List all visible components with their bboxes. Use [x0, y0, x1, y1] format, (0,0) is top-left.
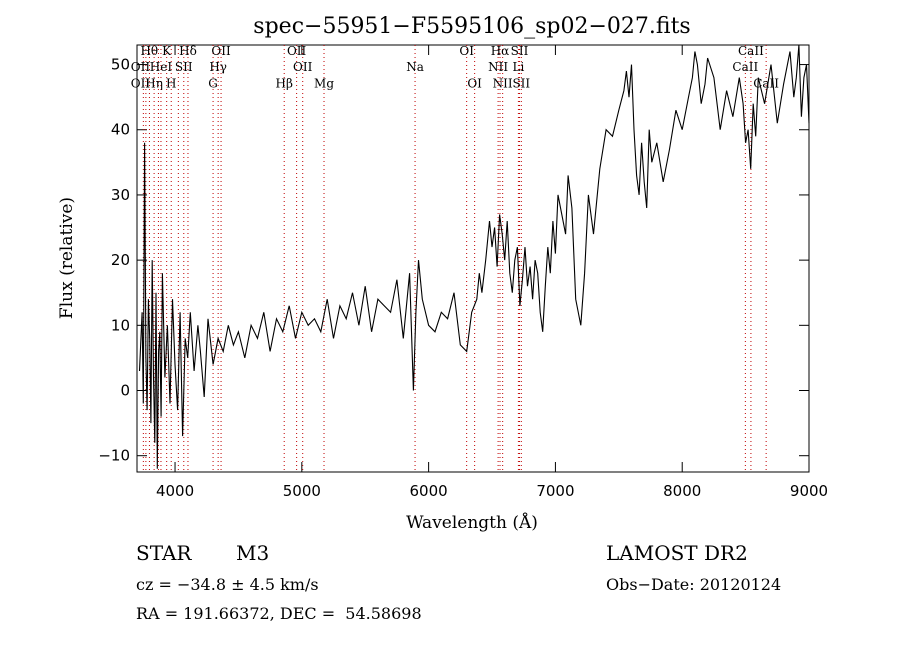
- object-subclass: M3: [236, 541, 270, 565]
- object-type: STAR: [136, 541, 192, 565]
- x-tick-label: 9000: [790, 482, 828, 500]
- line-label: Hβ: [276, 76, 293, 90]
- line-label: NII: [488, 60, 508, 74]
- y-tick-label: 50: [111, 56, 130, 74]
- line-label: Na: [406, 60, 424, 74]
- x-tick-label: 5000: [283, 482, 321, 500]
- axis-ticks: 4000 5000 6000 7000 8000 9000 −10 0 10 20 30 40 50: [98, 45, 828, 500]
- y-tick-label: 10: [111, 316, 130, 334]
- x-tick-label: 4000: [156, 482, 194, 500]
- line-label: Hα: [491, 44, 510, 58]
- observation-date: Obs−Date: 20120124: [606, 575, 782, 594]
- survey-name: LAMOST DR2: [606, 541, 748, 565]
- x-tick-label: 8000: [663, 482, 701, 500]
- line-label: SII: [511, 44, 529, 58]
- line-label: OI: [459, 44, 474, 58]
- series-group: [138, 44, 810, 469]
- line-label: Hδ: [179, 44, 197, 58]
- line-label: OII: [131, 76, 151, 90]
- y-tick-label: −10: [98, 447, 130, 465]
- line-label: Mg: [314, 76, 334, 90]
- line-markers: [142, 45, 767, 472]
- chart-title: spec−55951−F5595106_sp02−027.fits: [253, 14, 690, 39]
- x-tick-label: 6000: [410, 482, 448, 500]
- line-label: SII: [175, 60, 193, 74]
- line-label: OII: [287, 44, 307, 58]
- line-label: CaII: [732, 60, 758, 74]
- line-label: CaII: [753, 76, 779, 90]
- line-label: CaII: [738, 44, 764, 58]
- y-tick-label: 20: [111, 251, 130, 269]
- line-label: OII: [211, 44, 231, 58]
- line-label: OII: [293, 60, 313, 74]
- line-label: OII: [131, 60, 151, 74]
- line-label: K: [162, 44, 172, 58]
- line-label: NII: [493, 76, 513, 90]
- line-label: Hθ: [140, 44, 158, 58]
- y-tick-label: 40: [111, 121, 130, 139]
- line-label: SII: [512, 76, 530, 90]
- x-tick-label: 7000: [536, 482, 574, 500]
- line-label: G: [208, 76, 218, 90]
- line-label: H: [166, 76, 176, 90]
- line-label: HeI: [150, 60, 173, 74]
- spectrum-line: [138, 44, 810, 469]
- plot-frame: [136, 44, 810, 473]
- line-label: OI: [467, 76, 482, 90]
- line-label: Li: [512, 60, 524, 74]
- line-label: Hγ: [209, 60, 227, 74]
- line-label: Hη: [145, 76, 163, 90]
- y-tick-label: 0: [120, 382, 130, 400]
- redshift-velocity: cz = −34.8 ± 4.5 km/s: [136, 575, 319, 594]
- y-tick-label: 30: [111, 186, 130, 204]
- coordinates: RA = 191.66372, DEC = 54.58698: [136, 604, 422, 623]
- y-axis-label: Flux (relative): [57, 197, 77, 319]
- x-axis-label: Wavelength (Å): [406, 512, 538, 533]
